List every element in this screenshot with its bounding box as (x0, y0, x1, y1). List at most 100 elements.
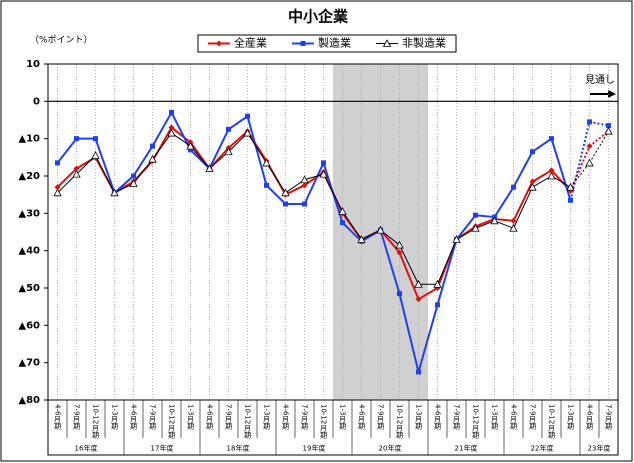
point (566, 182, 575, 191)
point (357, 235, 366, 243)
fiscal-year-label: 22年度 (531, 444, 554, 453)
point (91, 151, 100, 159)
point (414, 279, 423, 288)
x-tick-label: 1-3月期 (415, 404, 423, 431)
legend-marker (382, 39, 392, 47)
x-tick-label: 7-9月期 (301, 404, 309, 431)
point (131, 173, 136, 179)
x-tick-label: 7-9月期 (149, 404, 157, 431)
line-segment (437, 239, 457, 285)
point (150, 143, 155, 149)
line-segment (399, 244, 419, 285)
x-tick-label: 4-6月期 (206, 404, 214, 431)
line-segment (398, 252, 420, 300)
line-segment (475, 218, 495, 228)
x-tick-label: 1-3月期 (187, 404, 195, 431)
line-segment (531, 169, 553, 183)
line-segment (531, 137, 553, 153)
line-segment (455, 214, 477, 241)
line-segment (190, 145, 210, 169)
point (433, 279, 442, 288)
x-tick-label: 7-9月期 (377, 404, 385, 431)
line-segment (342, 211, 362, 240)
point (396, 249, 403, 256)
line-segment (133, 158, 153, 184)
point (226, 126, 231, 132)
x-tick-label: 7-9月期 (529, 404, 537, 431)
x-tick-label: 10-12月期 (168, 404, 176, 440)
point (301, 182, 308, 189)
y-tick-label: 10 (26, 59, 40, 70)
line-segment (493, 186, 515, 218)
point (530, 149, 535, 155)
x-tick-label: 10-12月期 (320, 404, 328, 440)
line-segment (151, 112, 173, 147)
point (509, 223, 518, 232)
line-segment (265, 184, 287, 205)
point (586, 143, 593, 150)
point (148, 154, 157, 163)
point (490, 216, 499, 225)
line-segment (132, 145, 154, 177)
point (415, 296, 422, 303)
point (168, 124, 175, 131)
point (167, 128, 176, 137)
point (435, 302, 440, 308)
line-segment (475, 220, 495, 229)
point (549, 136, 554, 142)
point (587, 119, 592, 125)
point (319, 169, 328, 178)
x-tick-label: 7-9月期 (453, 404, 461, 431)
line-segment (170, 126, 192, 144)
point (338, 207, 347, 215)
line-segment (436, 239, 458, 306)
forecast-arrowhead (608, 90, 616, 98)
point (72, 169, 81, 178)
point (54, 184, 61, 191)
line-segment (208, 128, 230, 169)
line-segment (56, 138, 78, 164)
point (321, 160, 326, 166)
line-segment (417, 287, 439, 301)
point (73, 165, 80, 172)
point (55, 160, 60, 166)
x-tick-label: 4-6月期 (434, 404, 442, 431)
x-tick-label: 1-3月期 (111, 404, 119, 431)
point (300, 175, 309, 184)
y-tick-label: 0 (33, 96, 40, 107)
y-tick-label: ▲50 (18, 283, 40, 294)
line-segment (285, 184, 305, 196)
x-tick-label: 1-3月期 (491, 404, 499, 431)
x-tick-label: 4-6月期 (130, 404, 138, 431)
line-segment (303, 171, 325, 187)
x-tick-label: 7-9月期 (225, 404, 233, 431)
fiscal-year-label: 20年度 (379, 444, 402, 453)
legend-box (197, 34, 457, 53)
line-segment (475, 214, 495, 219)
fiscal-year-label: 16年度 (75, 444, 98, 453)
line-segment (512, 151, 534, 188)
fiscal-year-label: 21年度 (455, 444, 478, 453)
x-tick-label: 1-3月期 (263, 404, 271, 431)
point (397, 291, 402, 297)
line-segment (304, 173, 324, 181)
point (264, 182, 269, 188)
line-segment (247, 132, 267, 164)
line-segment (113, 175, 135, 194)
point (340, 220, 345, 226)
y-tick-label: ▲20 (18, 171, 40, 182)
line-segment (341, 221, 363, 243)
x-tick-label: 1-3月期 (567, 404, 575, 431)
point (281, 188, 290, 197)
x-tick-label: 4-6月期 (358, 404, 366, 431)
x-tick-label: 4-6月期 (54, 404, 62, 431)
x-tick-label: 7-9月期 (73, 404, 81, 431)
line-segment (95, 155, 115, 194)
point (245, 113, 250, 119)
point (205, 164, 214, 172)
forecast-note: 見通し (585, 74, 615, 86)
x-tick-label: 4-6月期 (510, 404, 518, 431)
line-segment (303, 162, 325, 205)
